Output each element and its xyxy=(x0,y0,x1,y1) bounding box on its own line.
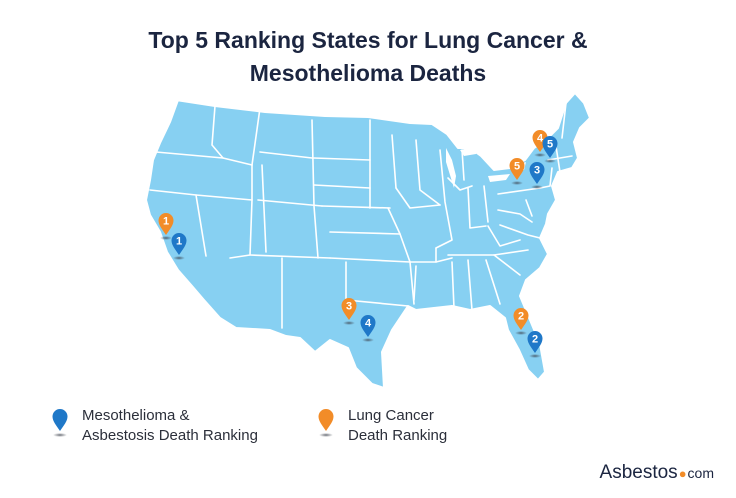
meso-marker-5: 5 xyxy=(542,136,558,158)
meso-marker-2: 2 xyxy=(527,331,543,353)
svg-text:4: 4 xyxy=(537,133,544,145)
lung-marker-3: 3 xyxy=(341,298,357,320)
svg-text:3: 3 xyxy=(346,301,352,313)
svg-text:1: 1 xyxy=(176,236,182,248)
meso-marker-4: 4 xyxy=(360,315,376,337)
legend-lung-cancer: Lung Cancer Death Ranking xyxy=(316,406,447,446)
state-borders xyxy=(149,102,573,329)
orange-pin-icon xyxy=(318,409,334,437)
meso-marker-1: 1 xyxy=(171,233,187,255)
svg-text:2: 2 xyxy=(532,334,538,346)
title-line-1: Top 5 Ranking States for Lung Cancer & xyxy=(148,27,588,53)
lung-marker-1: 1 xyxy=(158,213,174,235)
svg-text:3: 3 xyxy=(534,165,540,177)
legend-mesothelioma-label: Mesothelioma & Asbestosis Death Ranking xyxy=(82,407,258,444)
legend-mesothelioma: Mesothelioma & Asbestosis Death Ranking xyxy=(50,406,258,446)
svg-text:2: 2 xyxy=(518,311,524,323)
asbestos-logo: Asbestos ● com xyxy=(599,462,714,483)
meso-marker-3: 3 xyxy=(529,162,545,184)
svg-text:4: 4 xyxy=(365,318,372,330)
mesothelioma-markers: 1 2 3 4 5 xyxy=(171,136,558,353)
map-title: Top 5 Ranking States for Lung Cancer & M… xyxy=(0,24,736,90)
lung-marker-5: 5 xyxy=(509,158,525,180)
marker-shadows xyxy=(160,153,556,358)
svg-text:5: 5 xyxy=(547,139,553,151)
svg-text:1: 1 xyxy=(163,216,169,228)
legend-lung-cancer-label: Lung Cancer Death Ranking xyxy=(348,407,448,444)
blue-pin-icon xyxy=(52,409,68,437)
lung-marker-2: 2 xyxy=(513,308,529,330)
title-line-2: Mesothelioma Deaths xyxy=(249,60,487,86)
svg-text:5: 5 xyxy=(514,161,520,173)
